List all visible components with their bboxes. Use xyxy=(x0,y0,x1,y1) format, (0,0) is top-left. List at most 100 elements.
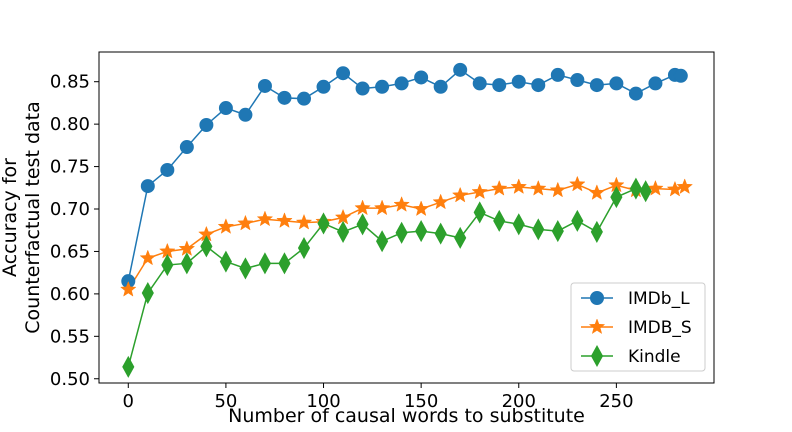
data-point-kindle xyxy=(336,220,350,243)
legend-marker-imdb_l xyxy=(590,291,604,305)
data-point-kindle xyxy=(376,230,389,253)
data-point-imdb_l xyxy=(472,76,487,91)
data-point-imdb_l xyxy=(160,162,175,177)
data-point-imdb_l xyxy=(375,79,390,94)
data-point-imdb_l xyxy=(414,70,429,85)
x-tick-label: 250 xyxy=(599,391,633,412)
x-axis-ticks: 0 50 100 150 200 250 xyxy=(123,383,634,412)
y-tick-label: 0.70 xyxy=(50,199,90,220)
data-point-kindle xyxy=(532,218,545,241)
data-point-imdb_s xyxy=(412,200,430,217)
y-tick-label: 0.65 xyxy=(50,241,90,262)
data-point-kindle xyxy=(590,220,603,243)
data-point-imdb_s xyxy=(471,183,488,200)
data-point-imdb_s xyxy=(510,178,528,194)
x-axis-label: Number of causal words to substitute xyxy=(228,405,585,427)
y-tick-label: 0.75 xyxy=(50,157,90,178)
data-point-kindle xyxy=(434,222,447,245)
data-point-imdb_l xyxy=(140,179,155,194)
data-point-imdb_l xyxy=(550,67,565,82)
data-point-kindle xyxy=(415,220,428,243)
data-point-imdb_s xyxy=(530,179,547,196)
legend-label-kindle: Kindle xyxy=(628,347,681,367)
y-axis-ticks: 0.50 0.55 0.60 0.65 0.70 0.75 0.80 0.85 xyxy=(50,72,99,390)
legend-label-imdb_l: IMDb_L xyxy=(628,289,690,309)
data-point-kindle xyxy=(512,213,525,236)
data-point-imdb_l xyxy=(492,78,507,93)
data-point-imdb_l xyxy=(297,91,311,106)
data-point-imdb_s xyxy=(647,179,664,196)
data-point-kindle xyxy=(122,355,135,378)
data-point-imdb_l xyxy=(648,76,663,91)
data-point-imdb_l xyxy=(511,74,526,89)
legend-marker-imdb_s xyxy=(588,318,606,335)
y-tick-label: 0.60 xyxy=(50,284,90,305)
legend-box xyxy=(570,282,706,372)
y-axis-label-line-2: Counterfactual test data xyxy=(22,101,44,333)
series-line-imdb_s xyxy=(127,183,685,291)
data-point-imdb_s xyxy=(256,210,274,227)
data-point-imdb_l xyxy=(257,78,272,93)
series-markers xyxy=(120,62,693,378)
data-point-imdb_s xyxy=(549,181,567,198)
y-tick-label: 0.50 xyxy=(50,369,90,390)
data-point-kindle xyxy=(200,235,213,258)
data-point-imdb_l xyxy=(394,76,409,91)
y-tick-label: 0.55 xyxy=(50,326,90,347)
data-point-imdb_s xyxy=(354,199,371,216)
data-point-imdb_s xyxy=(373,199,391,216)
legend-label-imdb_s: IMDB_S xyxy=(628,318,692,338)
data-point-imdb_l xyxy=(628,86,643,101)
data-point-kindle xyxy=(161,253,174,277)
y-tick-label: 0.80 xyxy=(50,114,90,135)
data-point-kindle xyxy=(629,177,642,200)
x-tick-label: 0 xyxy=(123,391,134,412)
data-point-imdb_l xyxy=(238,107,253,122)
data-point-imdb_l xyxy=(218,101,233,116)
data-point-imdb_l xyxy=(589,78,604,93)
data-point-kindle xyxy=(317,212,330,235)
data-point-kindle xyxy=(571,209,584,232)
data-point-imdb_s xyxy=(393,196,410,212)
data-point-kindle xyxy=(239,257,252,280)
x-tick-label: 200 xyxy=(502,391,536,412)
data-point-imdb_l xyxy=(570,73,585,88)
data-point-imdb_s xyxy=(569,175,586,192)
data-point-kindle xyxy=(639,180,652,203)
series-line-kindle xyxy=(127,187,646,368)
data-point-imdb_s xyxy=(295,213,313,230)
data-point-imdb_s xyxy=(490,179,508,196)
data-point-imdb_s xyxy=(237,214,254,231)
data-point-imdb_l xyxy=(179,140,194,155)
data-point-imdb_l xyxy=(355,81,370,96)
data-point-imdb_l xyxy=(336,66,351,81)
data-point-kindle xyxy=(551,220,564,243)
data-point-imdb_s xyxy=(217,218,235,234)
data-point-imdb_l xyxy=(277,90,292,105)
y-axis-label-line-1: Accuracy for xyxy=(0,158,21,277)
data-point-imdb_l xyxy=(453,62,468,77)
data-point-imdb_l xyxy=(673,68,688,83)
data-point-kindle xyxy=(258,252,272,275)
x-tick-label: 100 xyxy=(306,391,340,412)
data-point-imdb_s xyxy=(588,184,606,200)
data-point-imdb_s xyxy=(120,280,137,297)
data-point-imdb_l xyxy=(199,117,214,132)
data-point-kindle xyxy=(610,186,623,209)
data-point-imdb_s xyxy=(676,178,693,194)
legend: IMDb_L IMDB_S Kindle xyxy=(570,282,706,372)
data-point-imdb_l xyxy=(433,79,448,94)
data-point-kindle xyxy=(219,250,232,273)
data-point-kindle xyxy=(141,281,154,305)
data-point-kindle xyxy=(297,237,311,260)
data-point-kindle xyxy=(454,226,467,249)
x-tick-label: 150 xyxy=(404,391,438,412)
data-point-kindle xyxy=(493,209,506,232)
legend-marker-kindle xyxy=(590,344,604,368)
x-tick-label: 50 xyxy=(214,391,237,412)
data-point-kindle xyxy=(180,252,193,275)
data-point-imdb_s xyxy=(432,193,449,210)
data-point-imdb_s xyxy=(276,212,293,228)
data-point-imdb_l xyxy=(316,79,331,94)
data-point-imdb_l xyxy=(609,76,624,91)
